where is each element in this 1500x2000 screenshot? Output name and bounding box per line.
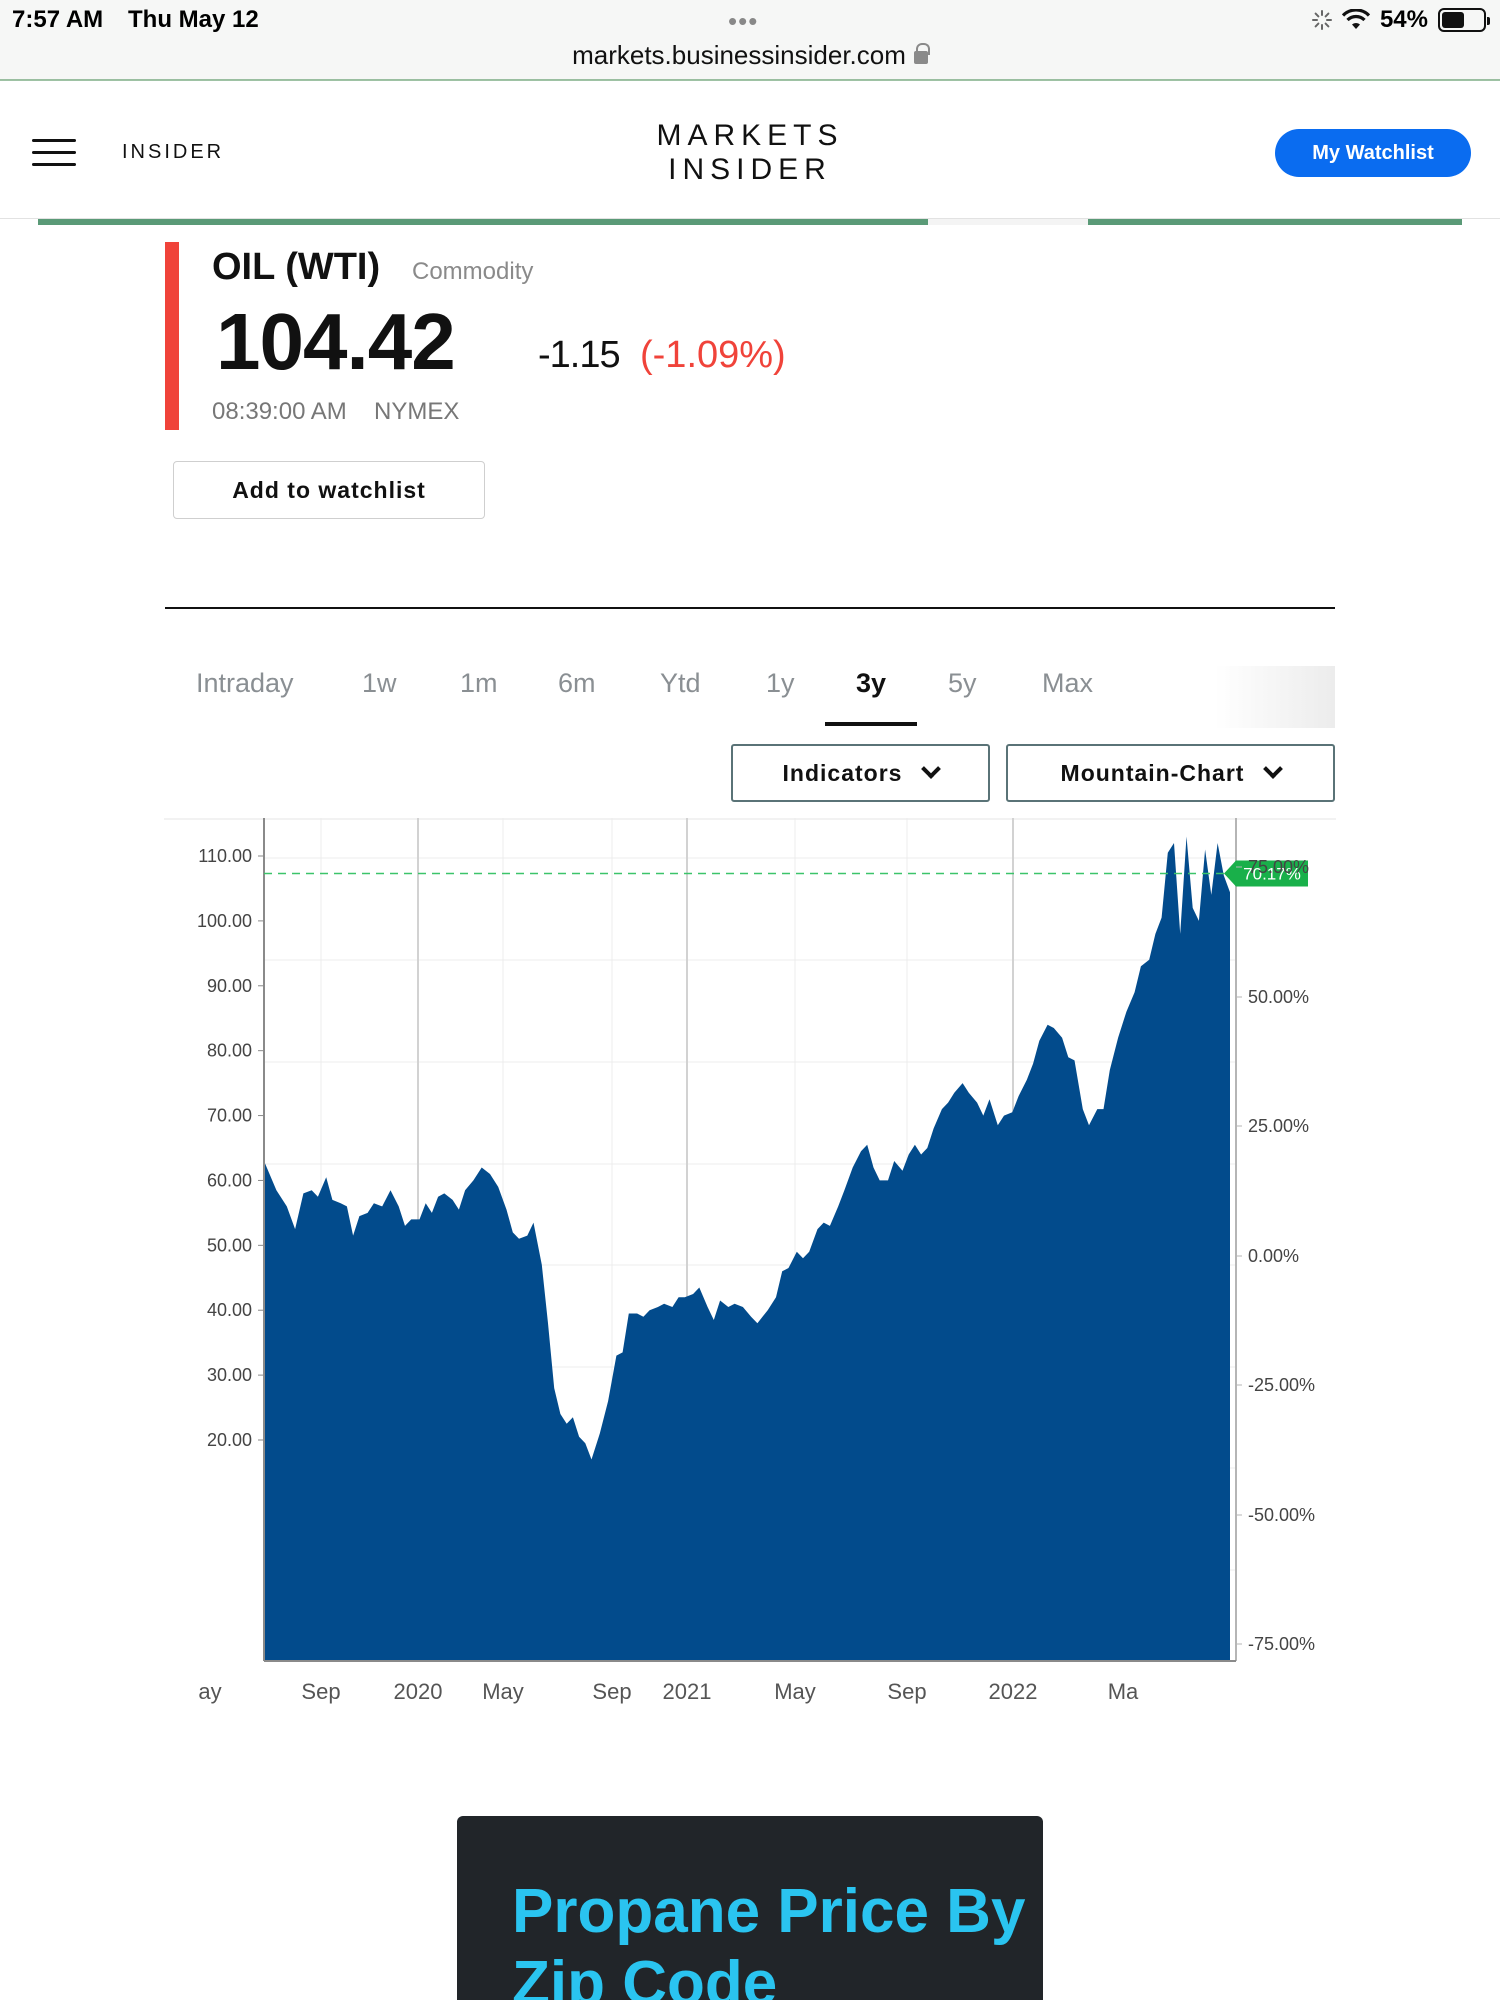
promo-title: Propane Price By Zip Code — [512, 1877, 1026, 2000]
my-watchlist-button[interactable]: My Watchlist — [1275, 129, 1471, 177]
ad-banner-strip — [38, 219, 1462, 225]
percent-axis-tick-label: 50.00% — [1248, 987, 1309, 1007]
x-axis-tick-label: Ma — [1108, 1679, 1139, 1704]
active-tab-underline — [825, 722, 917, 726]
y-axis-tick-label: 30.00 — [207, 1365, 252, 1385]
chart-type-label: Mountain-Chart — [1060, 759, 1245, 786]
chevron-down-icon — [921, 759, 942, 779]
tab-6m[interactable]: 6m — [558, 668, 596, 698]
markets-insider-logo[interactable]: MARKETS INSIDER — [0, 119, 1500, 187]
tab-3y[interactable]: 3y — [856, 668, 887, 698]
tab-1y[interactable]: 1y — [766, 668, 795, 698]
instrument-type: Commodity — [412, 258, 534, 285]
percent-axis-tick-label: 0.00% — [1248, 1246, 1299, 1266]
quote-time: 08:39:00 AM — [212, 398, 347, 425]
percent-axis-tick-label: 25.00% — [1248, 1116, 1309, 1136]
battery-percent: 54% — [1379, 6, 1428, 33]
x-axis-tick-label: May — [774, 1679, 816, 1704]
y-axis-tick-label: 80.00 — [207, 1041, 252, 1061]
insider-link[interactable]: INSIDER — [122, 141, 225, 163]
current-value-tag: 70.17% — [1224, 860, 1308, 887]
price-chart[interactable]: 70.17% 110.00 100.00 90.00 80.00 70.00 60.00 5… — [164, 818, 1336, 1708]
tab-5y[interactable]: 5y — [948, 668, 977, 698]
tab-1m[interactable]: 1m — [460, 668, 498, 698]
status-time: 7:57 AM — [12, 6, 104, 33]
y-axis-tick-label: 20.00 — [207, 1430, 252, 1450]
indicators-label: Indicators — [782, 759, 903, 786]
logo-line-2: INSIDER — [668, 153, 832, 186]
x-axis-tick-label: 2020 — [394, 1679, 443, 1704]
tab-1w[interactable]: 1w — [362, 668, 397, 698]
status-indicators: 54% — [1311, 6, 1490, 34]
percent-axis-tick-label: 75.00% — [1248, 857, 1309, 877]
lock-icon — [913, 43, 930, 64]
wifi-icon — [1341, 9, 1370, 29]
indicators-dropdown[interactable]: Indicators — [731, 744, 990, 802]
add-to-watchlist-button[interactable]: Add to watchlist — [173, 461, 485, 519]
chart-type-dropdown[interactable]: Mountain-Chart — [1006, 744, 1335, 802]
more-options-icon[interactable]: ••• — [728, 6, 759, 36]
site-header: INSIDER MARKETS INSIDER My Watchlist — [0, 81, 1500, 219]
x-axis-tick-label: 2022 — [989, 1679, 1038, 1704]
instrument-name: OIL (WTI) — [212, 246, 381, 288]
exchange-name: NYMEX — [374, 398, 460, 425]
price-change: -1.15 — [538, 334, 621, 376]
y-axis-tick-label: 90.00 — [207, 976, 252, 996]
propane-ad[interactable]: Propane Price By Zip Code — [457, 1816, 1043, 2000]
url-text: markets.businessinsider.com — [572, 40, 906, 70]
battery-icon — [1438, 8, 1490, 32]
status-date: Thu May 12 — [128, 6, 259, 33]
x-axis-tick-label: Sep — [592, 1679, 631, 1704]
activity-spinner-icon — [1311, 10, 1332, 30]
section-divider — [165, 607, 1335, 609]
percent-axis-tick-label: -50.00% — [1248, 1505, 1315, 1525]
x-axis-tick-label: 2021 — [663, 1679, 712, 1704]
x-axis-tick-label: Sep — [301, 1679, 340, 1704]
percent-axis-tick-label: -75.00% — [1248, 1634, 1315, 1654]
hamburger-menu-icon[interactable] — [32, 139, 76, 167]
x-axis-tick-label: Sep — [887, 1679, 926, 1704]
battery-level — [1442, 12, 1464, 28]
y-axis-tick-label: 100.00 — [197, 911, 252, 931]
chevron-down-icon — [1263, 759, 1284, 779]
y-axis-tick-label: 70.00 — [207, 1106, 252, 1126]
price-area-series — [264, 836, 1230, 1661]
y-axis-tick-label: 60.00 — [207, 1170, 252, 1190]
x-axis-tick-label: ay — [198, 1679, 221, 1704]
current-price: 104.42 — [216, 297, 456, 386]
address-bar[interactable]: markets.businessinsider.com — [0, 40, 1500, 71]
x-axis-tick-label: May — [482, 1679, 524, 1704]
current-value-label: 70.17% — [1243, 865, 1301, 884]
tab-max[interactable]: Max — [1042, 668, 1094, 698]
tab-intraday[interactable]: Intraday — [196, 668, 294, 698]
tab-ytd[interactable]: Ytd — [660, 668, 701, 698]
y-axis-tick-label: 110.00 — [198, 846, 252, 866]
logo-line-1: MARKETS — [656, 119, 844, 152]
y-axis-tick-label: 40.00 — [207, 1300, 252, 1320]
status-bar: 7:57 AM Thu May 12 ••• markets.businessi… — [0, 0, 1500, 81]
change-indicator-bar — [165, 242, 179, 430]
y-axis-tick-label: 50.00 — [207, 1235, 252, 1255]
tabs-scroll-fade — [1215, 666, 1335, 728]
percent-axis-tick-label: -25.00% — [1248, 1375, 1315, 1395]
price-change-percent: (-1.09%) — [640, 334, 786, 376]
